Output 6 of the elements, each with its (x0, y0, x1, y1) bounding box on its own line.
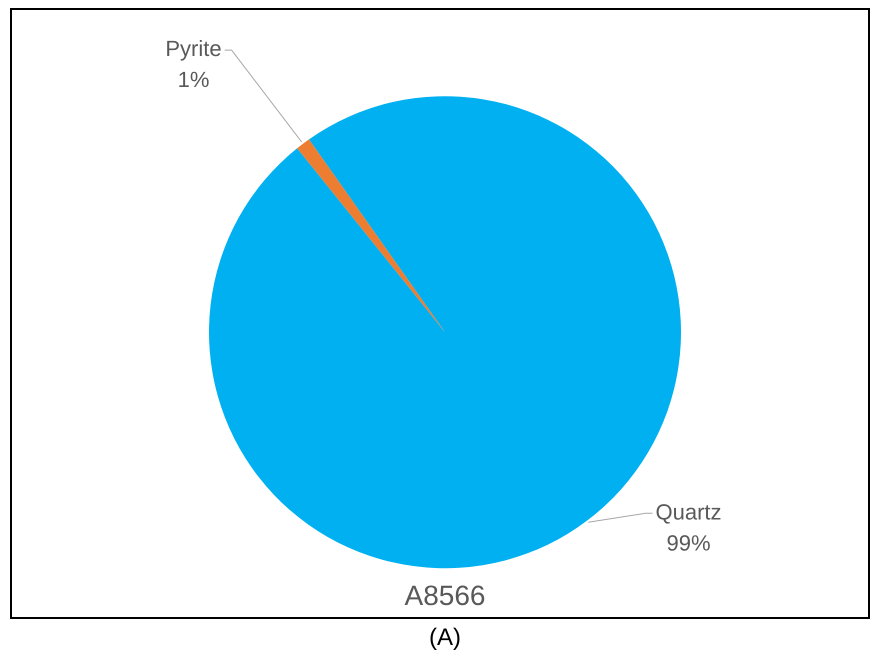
slice-label: Quartz (656, 499, 722, 524)
text: (A) (429, 624, 461, 651)
text: A8566 (404, 580, 486, 611)
data-label: 99% (666, 530, 711, 556)
data-label: 1% (178, 67, 210, 92)
slice-label: Pyrite (165, 36, 222, 62)
